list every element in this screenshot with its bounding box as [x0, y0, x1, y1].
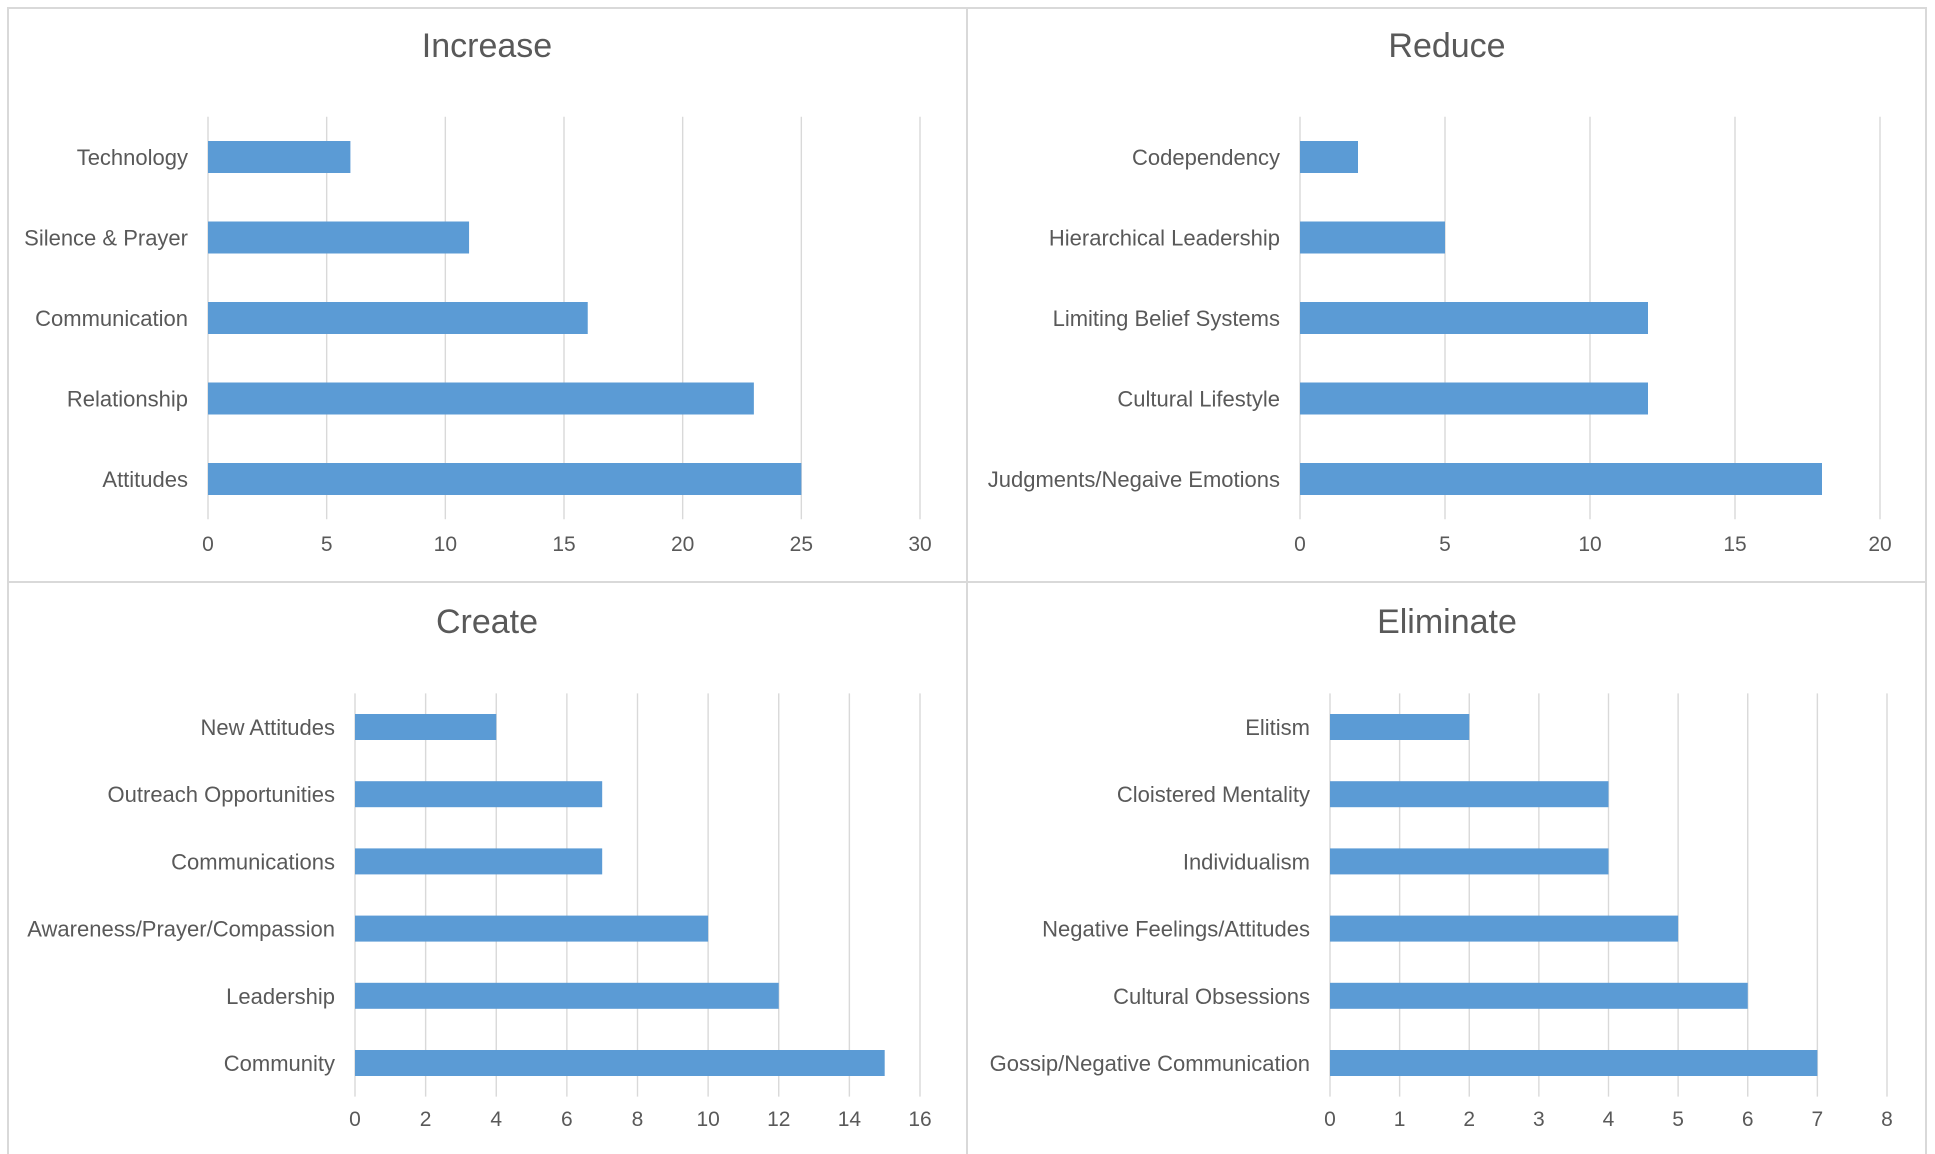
bar	[1330, 848, 1609, 875]
panel-borders	[7, 7, 1927, 1154]
category-label: Codependency	[1132, 145, 1280, 170]
chart-panel-create: Create 0 2 4 6 8 10 12 14 16 New Attitudes Outreach…	[27, 603, 931, 1131]
bar	[1330, 915, 1679, 942]
x-tick-label: 20	[671, 533, 694, 556]
bar	[208, 221, 470, 254]
x-tick-label: 4	[490, 1108, 502, 1131]
bar	[208, 302, 588, 334]
category-label: Communication	[35, 306, 188, 331]
x-tick-label: 16	[908, 1108, 931, 1131]
bar	[355, 915, 709, 942]
bar	[1300, 463, 1822, 495]
category-label: Cloistered Mentality	[1117, 782, 1310, 807]
bar	[1300, 382, 1648, 415]
x-tick-label: 0	[1324, 1108, 1336, 1131]
bar	[1300, 302, 1648, 334]
x-tick-label: 10	[1578, 533, 1601, 556]
bar	[1330, 982, 1748, 1009]
category-label: Individualism	[1183, 849, 1310, 874]
bar	[208, 463, 802, 495]
chart-title: Eliminate	[1377, 603, 1517, 641]
x-tick-label: 2	[1463, 1108, 1475, 1131]
x-tick-label: 8	[1881, 1108, 1893, 1131]
x-tick-label: 5	[321, 533, 333, 556]
x-tick-label: 0	[349, 1108, 361, 1131]
category-label: Cultural Lifestyle	[1117, 387, 1280, 412]
bar	[208, 141, 351, 173]
x-tick-label: 25	[790, 533, 813, 556]
x-tick-label: 15	[552, 533, 575, 556]
bar	[1300, 141, 1358, 173]
category-label: Hierarchical Leadership	[1049, 226, 1280, 251]
x-tick-label: 15	[1723, 533, 1746, 556]
x-tick-label: 7	[1812, 1108, 1824, 1131]
chart-panel-reduce: Reduce 0 5 10 15 20 Codependency Hierarchical L…	[988, 27, 1892, 556]
category-label: Gossip/Negative Communication	[990, 1051, 1310, 1076]
x-tick-label: 10	[434, 533, 457, 556]
x-tick-label: 6	[561, 1108, 573, 1131]
bar	[1330, 1050, 1818, 1076]
x-tick-label: 10	[696, 1108, 719, 1131]
x-tick-label: 2	[420, 1108, 432, 1131]
bar	[1330, 714, 1470, 740]
category-label: Attitudes	[102, 467, 188, 492]
category-label: Silence & Prayer	[24, 226, 188, 251]
x-tick-label: 5	[1672, 1108, 1684, 1131]
bar	[355, 848, 603, 875]
category-label: Awareness/Prayer/Compassion	[27, 917, 335, 942]
category-label: New Attitudes	[200, 715, 335, 740]
chart-title: Increase	[422, 27, 552, 65]
x-tick-label: 4	[1603, 1108, 1615, 1131]
x-tick-label: 12	[767, 1108, 790, 1131]
chart-title: Create	[436, 603, 538, 641]
x-tick-label: 30	[908, 533, 931, 556]
category-label: Judgments/Negaive Emotions	[988, 467, 1280, 492]
category-label: Limiting Belief Systems	[1053, 306, 1280, 331]
category-label: Negative Feelings/Attitudes	[1042, 917, 1310, 942]
category-label: Leadership	[226, 984, 335, 1009]
x-tick-label: 1	[1394, 1108, 1406, 1131]
category-label: Communications	[171, 849, 335, 874]
chart-panel-increase: Increase 0 5 10 15 20 25 30 Technology Silence & …	[24, 27, 932, 556]
bar	[208, 382, 754, 415]
bar	[1300, 221, 1445, 254]
category-label: Cultural Obsessions	[1113, 984, 1310, 1009]
category-label: Technology	[77, 145, 188, 170]
x-tick-label: 20	[1868, 533, 1891, 556]
category-label: Community	[224, 1051, 335, 1076]
x-tick-label: 0	[1294, 533, 1306, 556]
x-tick-label: 0	[202, 533, 214, 556]
chart-panel-eliminate: Eliminate 0 1 2 3 4 5 6 7 8 Elitism Cloistered Ment…	[990, 603, 1893, 1131]
bar	[355, 714, 497, 740]
x-tick-label: 14	[838, 1108, 862, 1131]
category-label: Outreach Opportunities	[108, 782, 335, 807]
x-tick-label: 8	[632, 1108, 644, 1131]
chart-title: Reduce	[1388, 27, 1505, 65]
bar	[1330, 781, 1609, 808]
x-tick-label: 3	[1533, 1108, 1545, 1131]
bar	[355, 982, 779, 1009]
bar	[355, 1050, 885, 1076]
category-label: Elitism	[1245, 715, 1310, 740]
bar	[355, 781, 603, 808]
x-tick-label: 5	[1439, 533, 1451, 556]
category-label: Relationship	[67, 387, 188, 412]
x-tick-label: 6	[1742, 1108, 1754, 1131]
